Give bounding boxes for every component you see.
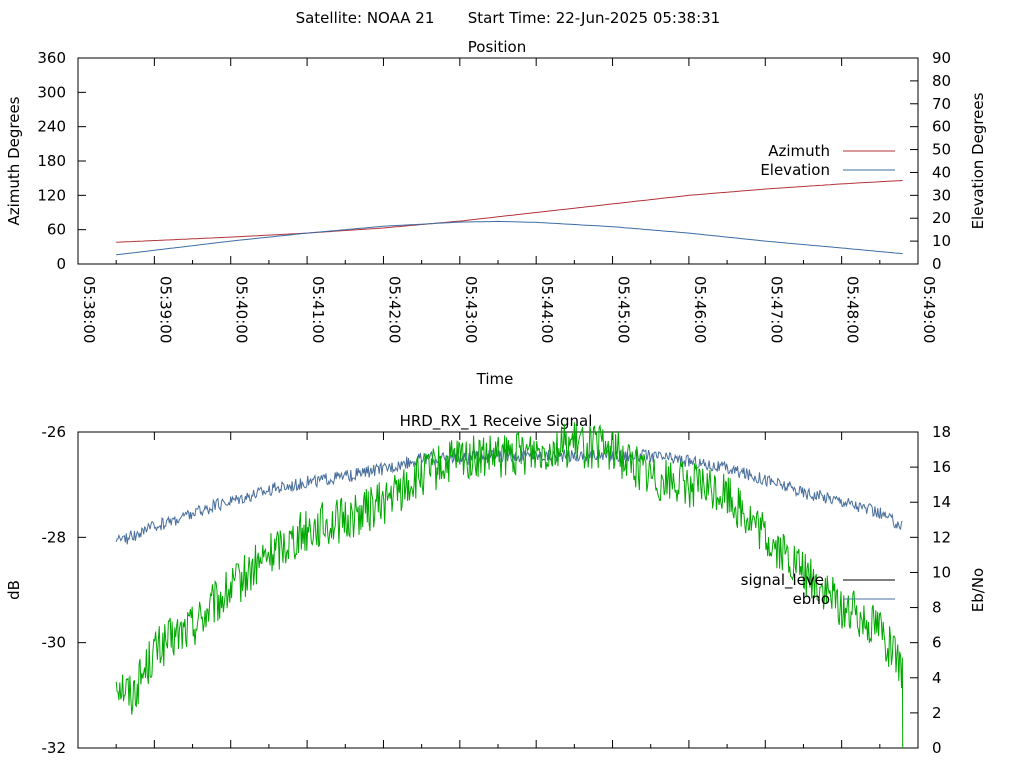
y2-tick-label: 8 xyxy=(932,599,942,617)
y2-tick-label: 40 xyxy=(932,163,951,181)
x-tick-label: 05:45:00 xyxy=(615,276,633,343)
y-tick-label: -26 xyxy=(42,423,67,441)
legend-ebno-label: ebno xyxy=(793,590,830,608)
series-signal_leve xyxy=(115,448,903,545)
position-y2-axis-label: Elevation Degrees xyxy=(969,92,987,229)
y2-tick-label: 0 xyxy=(932,739,942,757)
y2-tick-label: 16 xyxy=(932,458,951,476)
y-tick-label: 180 xyxy=(37,152,66,170)
header: Satellite: NOAA 21 Start Time: 22-Jun-20… xyxy=(296,9,721,27)
y-tick-label: 0 xyxy=(56,255,66,273)
y2-tick-label: 10 xyxy=(932,232,951,250)
y2-tick-label: 60 xyxy=(932,118,951,136)
signal-y2-axis-label: Eb/No xyxy=(969,568,987,612)
signal-right-ticks: 0 2 4 6 8 10 12 14 16 18 xyxy=(910,423,951,757)
x-tick-label: 05:49:00 xyxy=(920,276,938,343)
y-tick-label: 60 xyxy=(47,221,66,239)
satellite-label: Satellite: NOAA 21 xyxy=(296,9,435,27)
y2-tick-label: 2 xyxy=(932,704,942,722)
position-series xyxy=(116,180,903,256)
position-right-ticks: 0 10 20 30 40 50 60 70 80 90 xyxy=(910,49,951,273)
y2-tick-label: 30 xyxy=(932,186,951,204)
signal-y-axis-label: dB xyxy=(5,580,23,600)
y2-tick-label: 10 xyxy=(932,563,951,581)
x-tick-label: 05:47:00 xyxy=(767,276,785,343)
start-time-label: Start Time: 22-Jun-2025 05:38:31 xyxy=(468,9,720,27)
y-tick-label: 120 xyxy=(37,186,66,204)
x-tick-label: 05:40:00 xyxy=(233,276,251,343)
signal-left-ticks: -32 -30 -28 -26 xyxy=(42,423,86,757)
legend-elevation-label: Elevation xyxy=(760,161,830,179)
position-y-axis-label: Azimuth Degrees xyxy=(5,96,23,225)
y2-tick-label: 0 xyxy=(932,255,942,273)
position-left-ticks: 0 60 120 180 240 300 360 xyxy=(37,49,86,273)
y2-tick-label: 14 xyxy=(932,493,951,511)
position-legend: Azimuth Elevation xyxy=(760,142,895,179)
y2-tick-label: 20 xyxy=(932,209,951,227)
y-tick-label: -32 xyxy=(42,739,67,757)
legend-signal-level-label: signal_leve xyxy=(741,571,824,590)
y2-tick-label: 80 xyxy=(932,72,951,90)
position-chart: Position 0 60 120 180 240 300 360 0 10 20 30 40 50 6… xyxy=(5,38,987,388)
signal-x-ticks xyxy=(77,432,919,748)
x-tick-label: 05:39:00 xyxy=(156,276,174,343)
legend-azimuth-label: Azimuth xyxy=(768,142,830,160)
signal-legend: signal_leve ebno xyxy=(741,571,895,608)
position-title: Position xyxy=(468,38,526,56)
y-tick-label: 360 xyxy=(37,49,66,67)
x-tick-label: 05:38:00 xyxy=(80,276,98,343)
series-azimuth xyxy=(116,180,903,243)
y-tick-label: -30 xyxy=(42,634,67,652)
series-ebno xyxy=(115,422,904,749)
x-tick-label: 05:43:00 xyxy=(462,276,480,343)
position-x-ticks: 05:38:00 05:39:00 05:40:00 05:41:00 05:42:00… xyxy=(77,58,938,343)
y-tick-label: -28 xyxy=(42,528,67,546)
y-tick-label: 240 xyxy=(37,118,66,136)
x-tick-label: 05:42:00 xyxy=(385,276,403,343)
y2-tick-label: 18 xyxy=(932,423,951,441)
signal-chart: HRD_RX_1 Receive Signal -32 -30 -28 -26 0 2 4… xyxy=(5,412,987,757)
x-tick-label: 05:44:00 xyxy=(538,276,556,343)
y2-tick-label: 4 xyxy=(932,669,942,687)
position-x-axis-label: Time xyxy=(476,370,514,388)
x-tick-label: 05:46:00 xyxy=(691,276,709,343)
y-tick-label: 300 xyxy=(37,83,66,101)
x-tick-label: 05:41:00 xyxy=(309,276,327,343)
y2-tick-label: 50 xyxy=(932,141,951,159)
y2-tick-label: 70 xyxy=(932,95,951,113)
signal-series xyxy=(115,422,904,749)
y2-tick-label: 90 xyxy=(932,49,951,67)
y2-tick-label: 6 xyxy=(932,634,942,652)
signal-title: HRD_RX_1 Receive Signal xyxy=(400,412,593,431)
series-elevation xyxy=(116,220,903,256)
y2-tick-label: 12 xyxy=(932,528,951,546)
x-tick-label: 05:48:00 xyxy=(844,276,862,343)
